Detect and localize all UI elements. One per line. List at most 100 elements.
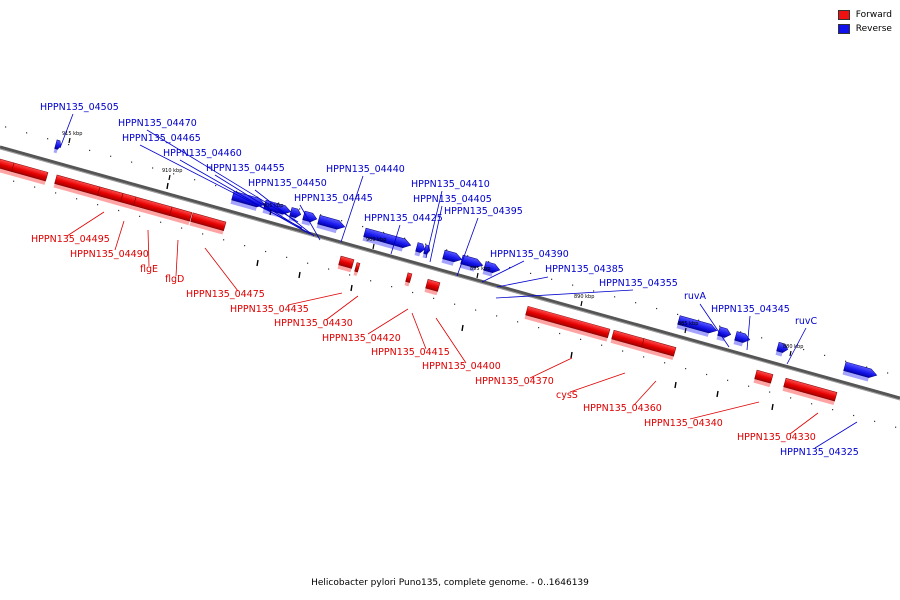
reverse-gene-5	[316, 214, 346, 234]
guide-dot	[425, 243, 427, 245]
label-leader-line	[287, 292, 343, 306]
gene-label: HPPN135_04505	[40, 102, 119, 113]
guide-dot	[496, 315, 498, 317]
guide-dot	[265, 250, 267, 253]
gene-label: HPPN135_04360	[583, 403, 662, 414]
reverse-gene-0	[53, 139, 62, 154]
gene-label: HPPN135_04420	[322, 333, 401, 344]
forward-gene-16	[782, 377, 838, 405]
forward-gene-12	[524, 305, 611, 342]
guide-dot	[433, 297, 435, 299]
gene-side-face	[119, 201, 134, 210]
gene-arrow	[843, 361, 878, 378]
guide-dot	[748, 385, 750, 387]
gene-label: flgE	[140, 264, 158, 275]
guide-dot	[215, 184, 217, 187]
label-leader-line	[146, 129, 299, 223]
label-leader-line	[569, 372, 626, 393]
guide-dot	[824, 354, 826, 357]
guide-dot	[68, 143, 70, 146]
label-leader-line	[254, 189, 315, 237]
guide-dot	[614, 296, 616, 298]
guide-dot	[887, 372, 889, 374]
kbp-tick	[789, 350, 792, 357]
label-leader-line	[429, 205, 443, 263]
forward-gene-10	[404, 272, 413, 287]
label-leader-line	[425, 190, 443, 259]
guide-dot	[34, 186, 36, 188]
gene-label: HPPN135_04460	[163, 148, 242, 159]
gene-side-face	[753, 378, 771, 388]
guide-dot	[152, 167, 154, 169]
gene-label: ruvA	[684, 291, 707, 302]
gene-label: HPPN135_04395	[444, 206, 523, 217]
label-leader-line	[59, 113, 74, 149]
guide-dot	[517, 321, 519, 323]
gene-side-face	[0, 167, 12, 176]
gene-side-face	[459, 263, 475, 272]
guide-dot	[349, 274, 351, 276]
label-leader-line	[114, 220, 125, 251]
guide-dot	[202, 233, 204, 235]
gene-side-face	[189, 221, 224, 235]
forward-label: Forward	[855, 10, 892, 20]
guide-dot	[139, 215, 141, 217]
forward-gene-2	[53, 174, 101, 200]
genome-backbone	[0, 145, 900, 400]
guide-dot	[530, 272, 532, 275]
guide-dot	[286, 256, 288, 258]
reverse-gene-12	[676, 315, 718, 337]
guide-dot	[622, 350, 624, 352]
gene-side-face	[353, 271, 358, 276]
forward-gene-6	[168, 206, 193, 226]
gene-label: HPPN135_04440	[326, 164, 405, 175]
forward-gene-7	[189, 212, 227, 235]
kbp-tick	[269, 209, 272, 216]
gene-arrow	[677, 315, 718, 334]
guide-dot	[76, 198, 78, 200]
guide-dot	[475, 309, 477, 311]
gene-arrow	[425, 279, 441, 292]
guide-dot	[601, 344, 603, 346]
gene-side-face	[524, 314, 608, 342]
label-leader-line	[496, 276, 549, 288]
gene-label: HPPN135_04475	[186, 289, 265, 300]
label-leader-line	[179, 159, 307, 233]
gene-arrow	[442, 249, 463, 263]
guide-dot	[13, 180, 15, 182]
gene-side-face	[53, 183, 98, 200]
label-leader-line	[214, 174, 311, 235]
kbp-tick	[476, 272, 479, 279]
guide-dot	[790, 397, 792, 399]
label-leader-line	[367, 308, 409, 335]
guide-dot	[89, 149, 91, 152]
label-leader-line	[390, 224, 401, 255]
reverse-gene-11	[482, 261, 501, 277]
kbp-tick-label: 910 kbp	[162, 168, 182, 174]
gene-side-face	[422, 253, 427, 259]
kbp-tick-label: 885 kbp	[678, 321, 698, 327]
labels-layer: 915 kbp 910 kbp 905 kbp 900 kbp 895 kbp 890 k…	[31, 102, 859, 458]
guide-dot	[223, 239, 225, 241]
label-leader-line	[147, 229, 150, 267]
gene-label: HPPN135_04325	[780, 447, 859, 458]
reverse-gene-10	[459, 254, 484, 272]
guide-dot	[412, 291, 414, 294]
forward-gene-9	[353, 262, 361, 276]
gene-side-face	[316, 223, 337, 234]
gene-side-face	[53, 148, 58, 154]
gene-label: HPPN135_04455	[206, 163, 285, 174]
forward-gene-11	[424, 279, 441, 296]
gene-label: HPPN135_04425	[364, 213, 443, 224]
gene-arrow	[783, 377, 838, 402]
guide-dot	[803, 348, 805, 351]
gene-side-face	[168, 215, 190, 226]
kbp-tick	[372, 243, 375, 250]
gene-label: HPPN135_04410	[411, 179, 490, 190]
guide-dot	[97, 204, 99, 206]
gene-arrow	[338, 255, 355, 269]
gene-label: HPPN135_04445	[294, 193, 373, 204]
reverse-label: Reverse	[855, 24, 892, 34]
forward-gene-13	[610, 329, 645, 352]
gene-label: HPPN135_04370	[475, 376, 554, 387]
